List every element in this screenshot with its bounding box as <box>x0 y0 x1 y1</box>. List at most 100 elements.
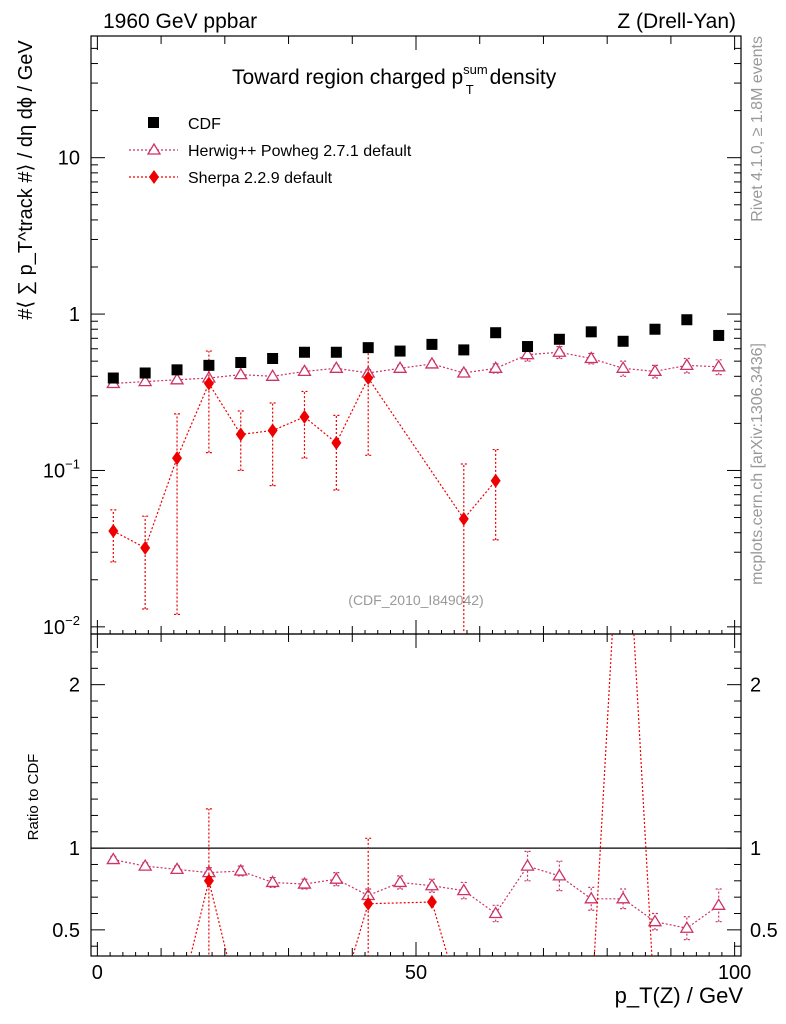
title-main: Toward region charged p <box>232 66 463 89</box>
main-ytick-label: 10 <box>58 148 80 170</box>
herwig-main-point <box>584 351 599 364</box>
cdf-main-point <box>267 352 279 364</box>
herwig-ratio-point <box>647 914 663 927</box>
herwig-ratio-point <box>169 862 185 875</box>
legend-herwig-label: Herwig++ Powheg 2.7.1 default <box>188 143 412 160</box>
herwig-main-point <box>138 374 153 387</box>
cdf-main-point <box>330 346 342 358</box>
herwig-main-point <box>679 358 694 371</box>
herwig-main-point <box>647 364 663 377</box>
sherpa-main-point <box>172 451 183 466</box>
cdf-main-point <box>522 341 534 353</box>
legend: CDF Herwig++ Powheg 2.7.1 default Sherpa… <box>129 116 412 187</box>
herwig-main-point <box>424 356 440 369</box>
herwig-main-point <box>329 361 344 373</box>
main-ytick-base: 10 <box>43 460 65 482</box>
xlabel: p_T(Z) / GeV <box>615 983 744 1008</box>
title-sup: sum <box>463 62 488 77</box>
herwig-ratio-point <box>615 891 631 904</box>
herwig-main-point <box>392 361 408 373</box>
cdf-main-point <box>426 338 438 350</box>
herwig-main-point <box>233 367 248 380</box>
title-tail: density <box>490 66 557 89</box>
herwig-ratio-point <box>456 883 471 896</box>
cdf-main-point <box>139 367 151 379</box>
herwig-main-point <box>711 359 726 372</box>
herwig-ratio-point <box>233 863 248 876</box>
ratio-ytick-label-right: 2 <box>750 675 761 697</box>
sherpa-main-line <box>113 377 369 549</box>
sherpa-ratio-point <box>363 896 374 911</box>
rivet-version-text: Rivet 4.1.0, ≥ 1.8M events <box>749 36 766 222</box>
herwig-main-point <box>520 347 535 360</box>
herwig-ratio-point <box>297 876 312 889</box>
ratio-series-group <box>106 634 726 956</box>
sherpa-main-point <box>458 511 469 526</box>
title-sub: T <box>466 82 474 97</box>
herwig-ratio-point <box>329 871 344 884</box>
cdf-main-point <box>585 326 597 338</box>
herwig-ratio-point <box>711 898 726 910</box>
cdf-main-point <box>107 372 119 384</box>
cdf-main-point <box>298 346 310 358</box>
main-ytick-label: 1 <box>69 304 80 326</box>
ratio-ytick-label-left: 0.5 <box>52 920 80 942</box>
herwig-main-point <box>265 369 280 381</box>
analysis-label: (CDF_2010_I849042) <box>348 592 483 608</box>
ratio-ytick-label-left: 1 <box>69 838 80 860</box>
herwig-main-point <box>488 361 503 373</box>
herwig-ratio-point <box>584 891 599 904</box>
cdf-main-point <box>617 335 629 347</box>
herwig-ratio-point <box>520 858 535 871</box>
header-right: Z (Drell-Yan) <box>617 10 736 33</box>
herwig-main-point <box>297 364 312 377</box>
herwig-main-line <box>113 351 719 385</box>
cdf-main-point <box>490 327 502 339</box>
sherpa-ratio-line <box>593 634 653 956</box>
legend-herwig-marker <box>146 142 162 155</box>
main-ytick-exponent: −2 <box>65 613 80 628</box>
sherpa-ratio-point <box>203 873 214 888</box>
cdf-main-point <box>681 314 693 326</box>
herwig-ratio-point <box>679 920 694 933</box>
main-ytick-label: 10−2 <box>43 613 80 639</box>
ratio-ylabel: Ratio to CDF <box>25 754 42 841</box>
herwig-main-point <box>456 365 471 378</box>
herwig-ratio-point <box>424 878 440 891</box>
xtick-label: 0 <box>92 962 103 984</box>
xtick-label: 50 <box>405 962 427 984</box>
cdf-main-point <box>203 359 215 371</box>
cdf-main-point <box>553 333 565 345</box>
ratio-ytick-label-left: 2 <box>69 675 80 697</box>
herwig-ratio-point <box>392 875 408 888</box>
ratio-ytick-label-right: 0.5 <box>750 920 778 942</box>
sherpa-ratio-line <box>352 901 449 956</box>
sherpa-main-point <box>299 409 310 424</box>
herwig-ratio-line <box>113 858 720 929</box>
xtick-label: 100 <box>718 962 751 984</box>
herwig-ratio-point <box>265 875 280 888</box>
main-ytick-label: 10−1 <box>43 456 80 482</box>
cdf-main-point <box>713 329 725 341</box>
sherpa-main-line <box>367 377 497 520</box>
cdf-main-point <box>394 345 406 357</box>
cdf-main-point <box>362 342 374 354</box>
data-marks <box>106 314 726 956</box>
legend-sherpa-marker <box>149 170 159 184</box>
header-left: 1960 GeV ppbar <box>103 10 257 33</box>
cdf-main-point <box>235 357 247 369</box>
sherpa-ratio-point <box>426 895 437 910</box>
main-ytick-exponent: −1 <box>65 456 80 471</box>
herwig-main-point <box>169 372 185 385</box>
main-ytick-base: 10 <box>43 617 65 639</box>
herwig-main-point <box>615 361 631 373</box>
legend-cdf-label: CDF <box>188 116 221 133</box>
main-title: Toward region charged psum Tdensity <box>232 62 557 97</box>
sherpa-main-point <box>490 473 501 488</box>
mcplots-text: mcplots.cern.ch [arXiv:1306.3436] <box>749 343 766 585</box>
herwig-ratio-point <box>106 852 121 865</box>
main-ylabel: #⟨ ∑ p_T^track #⟩ / dη dϕ / GeV <box>15 40 37 320</box>
herwig-ratio-point <box>552 868 567 881</box>
